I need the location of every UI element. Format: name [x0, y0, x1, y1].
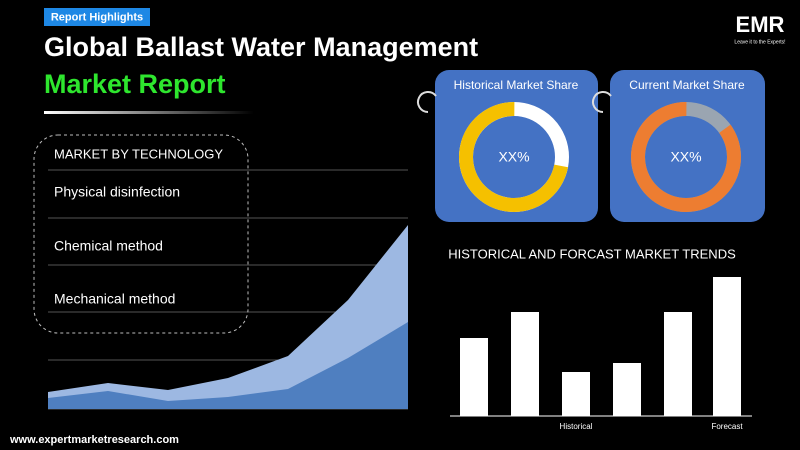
share-label: XX%: [498, 149, 529, 165]
share-label: XX%: [670, 149, 701, 165]
logo: EMR: [736, 12, 785, 37]
bar: [713, 277, 741, 416]
bar: [460, 338, 488, 416]
bar: [511, 312, 539, 416]
donut-arc: [459, 102, 569, 212]
donuts: [459, 102, 741, 212]
bar: [613, 363, 641, 416]
tech-item: Chemical method: [54, 238, 163, 254]
area: [48, 225, 408, 409]
area: [48, 322, 408, 409]
tech-item: Mechanical method: [54, 291, 175, 307]
subtitle: Market Report: [44, 69, 226, 99]
x-tick-label: Forecast: [711, 422, 743, 431]
logo-tagline: Leave it to the Experts!: [734, 39, 785, 45]
bar-chart: Historical Forecast: [460, 277, 743, 431]
tech-box: [33, 134, 249, 334]
title: Global Ballast Water Management: [44, 32, 478, 62]
bar-title: HISTORICAL AND FORCAST MARKET TRENDS: [448, 246, 736, 261]
cycle-icon: [592, 91, 612, 113]
donut-arc: [631, 102, 741, 212]
area-chart: [48, 225, 408, 409]
share-title: Historical Market Share: [454, 78, 579, 92]
underline: [44, 111, 254, 114]
cycle-icon: [417, 91, 437, 113]
footer: www.expertmarketresearch.com: [9, 434, 179, 446]
share-title: Current Market Share: [629, 78, 745, 92]
tag: Report Highlights: [51, 11, 143, 23]
tech-item: Physical disinfection: [54, 184, 180, 200]
x-tick-label: Historical: [560, 422, 593, 431]
tag-box: [44, 8, 150, 26]
tech-title: MARKET BY TECHNOLOGY: [54, 146, 223, 161]
bar: [664, 312, 692, 416]
bar: [562, 372, 590, 416]
